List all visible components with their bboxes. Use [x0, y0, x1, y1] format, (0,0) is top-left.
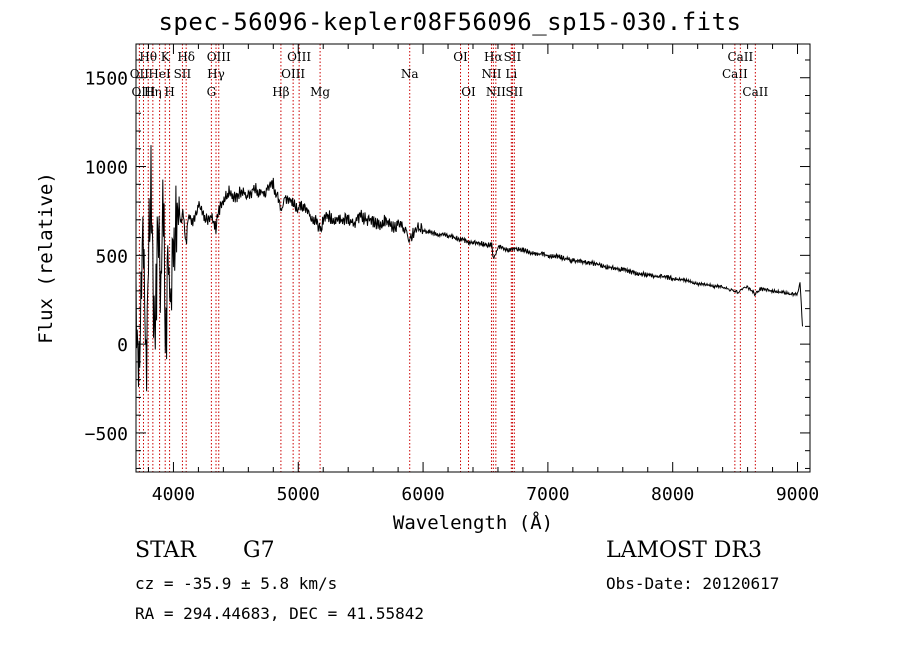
x-tick-label: 7000: [526, 484, 569, 505]
axis-ticks: 4000 5000 6000 7000 8000 9000 −500 0 500 1000 1500: [85, 44, 819, 505]
x-tick-label: 6000: [401, 484, 444, 505]
line-marker-label: Mg: [310, 85, 330, 99]
object-subclass: G7: [243, 538, 275, 563]
line-marker-label: OI: [453, 50, 468, 64]
line-marker-label: Hβ: [272, 85, 289, 99]
line-marker-label: OIII: [287, 50, 311, 64]
line-marker-label: Hα: [484, 50, 503, 64]
line-marker-label: HeI: [148, 67, 171, 81]
line-marker-label: OII: [130, 67, 150, 81]
spectrum-line: [135, 145, 803, 392]
x-tick-label: 9000: [776, 484, 819, 505]
line-marker-label: CaII: [727, 50, 753, 64]
line-marker-label: CaII: [722, 67, 748, 81]
y-tick-label: −500: [85, 424, 128, 445]
redshift-text: cz = -35.9 ± 5.8 km/s: [135, 574, 338, 593]
line-marker-label: OIII: [281, 67, 305, 81]
y-tick-label: 1000: [85, 158, 128, 179]
line-marker-label: CaII: [742, 85, 768, 99]
y-axis-label: Flux (relative): [35, 172, 57, 344]
object-class: STAR: [135, 538, 196, 563]
y-tick-label: 1500: [85, 69, 128, 90]
survey-label: LAMOST DR3: [606, 538, 762, 563]
line-marker-label: SII: [174, 67, 192, 81]
line-marker-label: OI: [461, 85, 476, 99]
line-marker-label: Li: [505, 67, 517, 81]
x-axis-label: Wavelength (Å): [393, 511, 553, 534]
obs-date-text: Obs-Date: 20120617: [606, 574, 780, 593]
y-tick-label: 0: [117, 335, 128, 356]
y-tick-label: 500: [95, 246, 128, 267]
line-marker-label: K: [161, 50, 171, 64]
line-marker-label: Hγ: [207, 67, 225, 81]
line-marker-label: G: [207, 85, 217, 99]
x-tick-label: 4000: [152, 484, 195, 505]
chart-title: spec-56096-kepler08F56096_sp15-030.fits: [158, 8, 742, 36]
coordinates-text: RA = 294.44683, DEC = 41.55842: [135, 604, 424, 623]
plot-frame: [135, 43, 811, 473]
line-marker-label: Hθ: [139, 50, 157, 64]
line-marker-label: H: [164, 85, 174, 99]
line-marker-label: SII: [505, 85, 523, 99]
line-marker-label: OIII: [207, 50, 231, 64]
x-tick-label: 8000: [651, 484, 694, 505]
line-marker-label: NII: [481, 67, 501, 81]
line-marker-label: Hη: [144, 85, 162, 99]
line-marker-label: Hδ: [177, 50, 195, 64]
x-tick-label: 5000: [277, 484, 320, 505]
line-markers: HθOIIOIIIHηHeIKHSIIHδGHγOIIIHβOIIIOIIIMg…: [130, 44, 768, 472]
line-marker-label: SII: [504, 50, 522, 64]
line-marker-label: Na: [401, 67, 419, 81]
line-marker-label: NII: [486, 85, 506, 99]
